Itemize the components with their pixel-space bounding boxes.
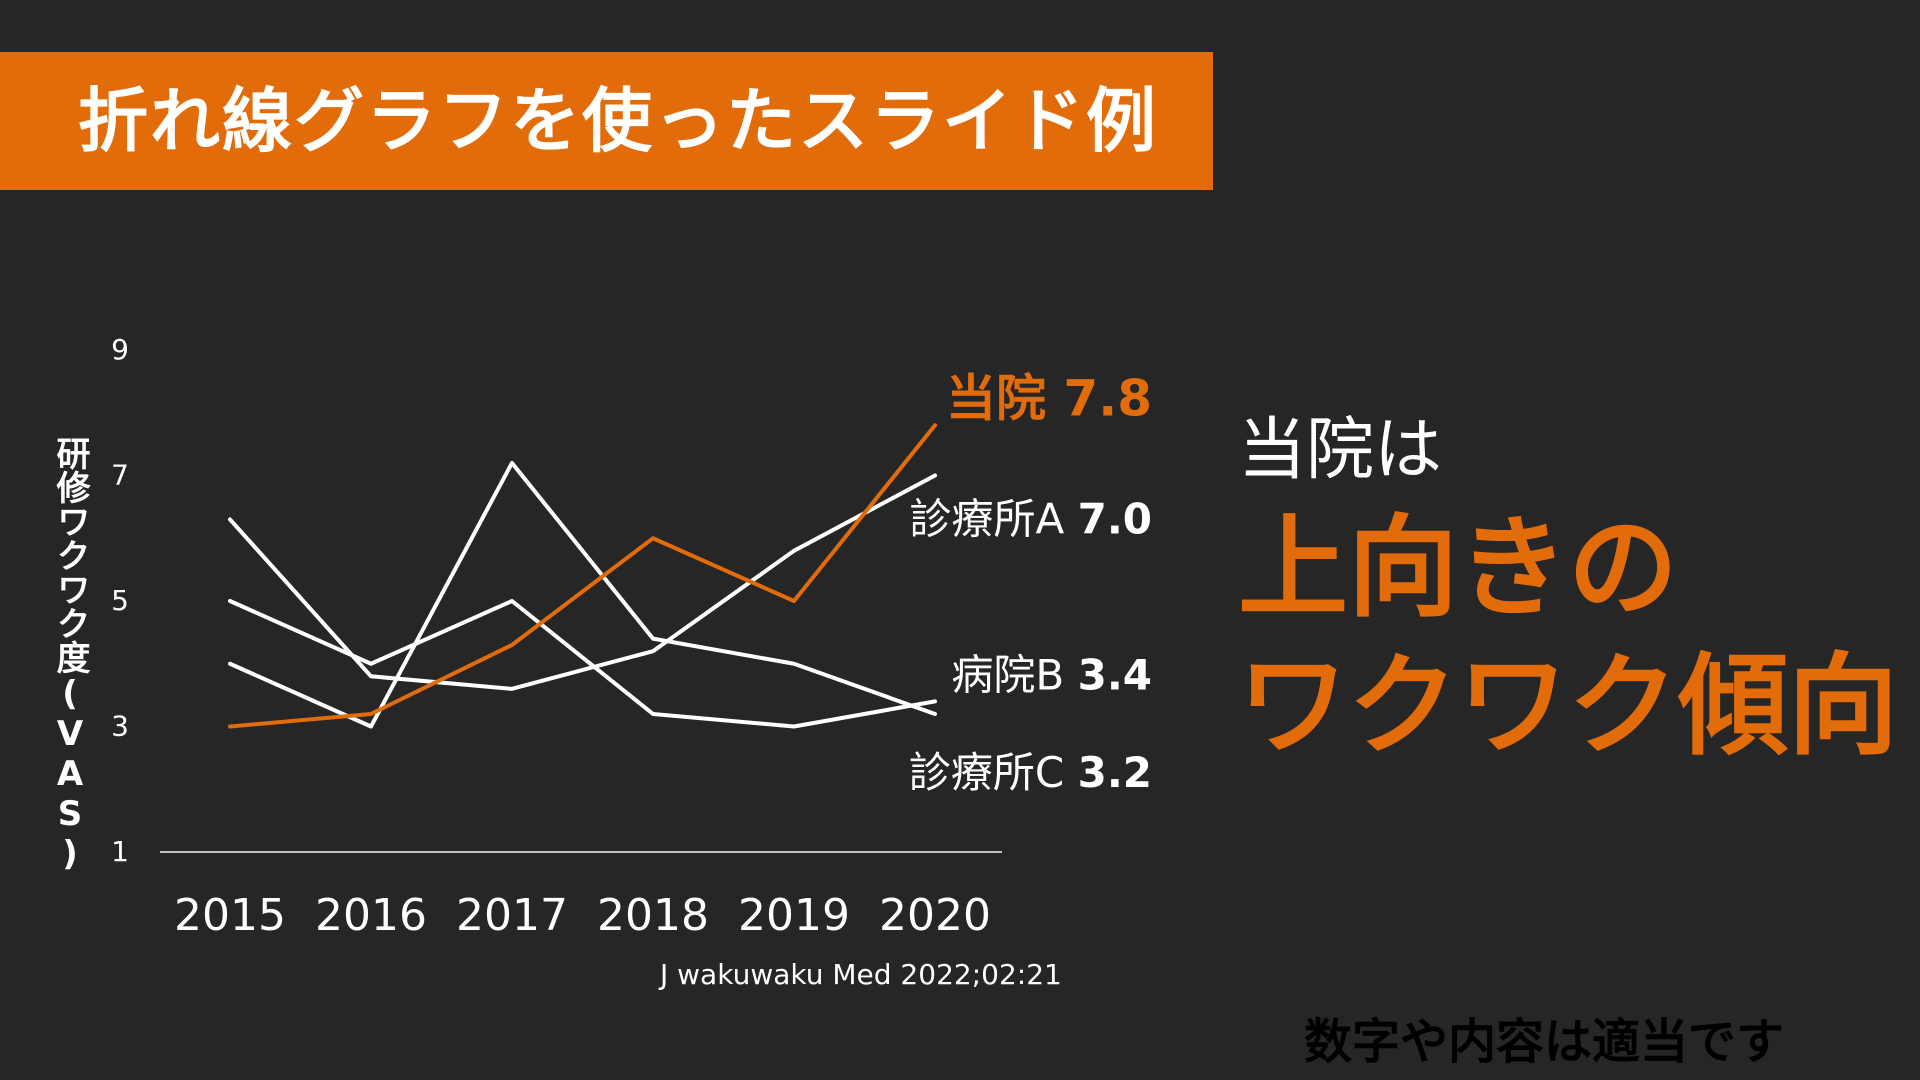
series-end-label: 当院 7.8 [946, 369, 1152, 427]
y-tick-labels: 9 7 5 3 1 [111, 333, 129, 868]
series-line [228, 460, 937, 729]
series-end-labels: 当院 7.8 診療所A 7.0 病院B 3.4 診療所C 3.2 [909, 369, 1152, 797]
slide-title: 折れ線グラフを使ったスライド例 [78, 80, 1158, 162]
series-line [228, 599, 937, 729]
title-bar: 折れ線グラフを使ったスライド例 [0, 52, 1213, 190]
series-line [228, 473, 937, 691]
y-tick-label: 9 [111, 333, 129, 366]
series-end-label: 診療所A 7.0 [910, 495, 1153, 544]
x-tick-label: 2019 [738, 890, 850, 941]
disclaimer-note: 数字や内容は適当です [1304, 1014, 1785, 1070]
x-tick-label: 2015 [174, 890, 286, 941]
x-tick-labels: 2015 2016 2017 2018 2019 2020 [174, 890, 991, 941]
y-tick-label: 5 [111, 584, 129, 617]
y-tick-label: 7 [111, 459, 129, 492]
y-tick-label: 1 [111, 835, 129, 868]
series-lines [228, 423, 937, 729]
message-line-2: 上向きの [1238, 504, 1678, 632]
x-tick-label: 2020 [879, 890, 991, 941]
y-tick-label: 3 [111, 710, 129, 743]
x-tick-label: 2016 [315, 890, 427, 941]
message-line-1: 当院は [1238, 411, 1443, 490]
source-citation: J wakuwaku Med 2022;02:21 [660, 958, 1062, 991]
series-line [228, 423, 937, 729]
y-axis-label: 研修ワクワク度(VAS) [50, 436, 90, 874]
series-end-label: 病院B 3.4 [951, 650, 1152, 699]
message-line-3: ワクワク傾向 [1238, 642, 1898, 770]
x-tick-label: 2018 [597, 890, 709, 941]
x-tick-label: 2017 [456, 890, 568, 941]
series-end-label: 診療所C 3.2 [909, 748, 1152, 797]
